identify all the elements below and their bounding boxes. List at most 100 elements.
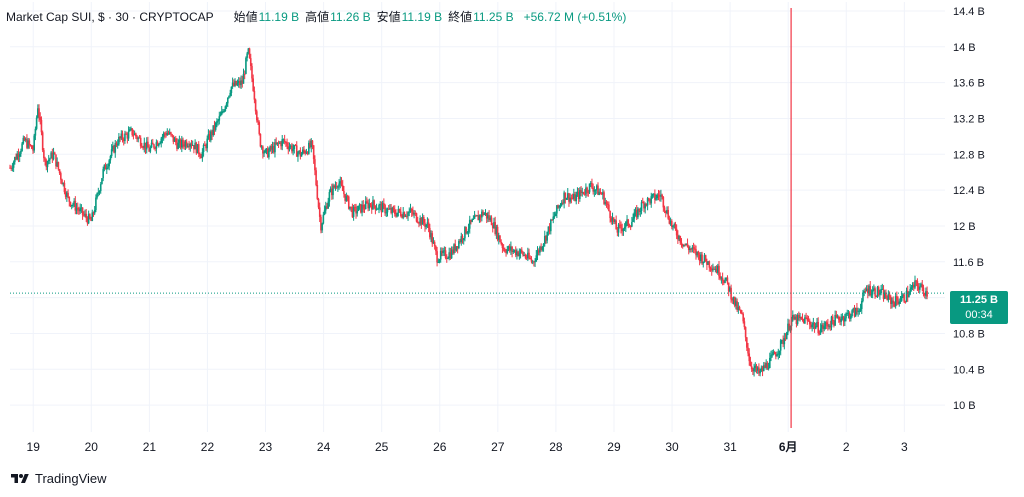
candle-body — [223, 111, 225, 113]
candle-body — [79, 208, 81, 212]
candle-body — [870, 294, 873, 296]
candle-body — [149, 147, 152, 152]
candle-body — [514, 249, 517, 256]
y-tick-label: 14.4 B — [953, 6, 985, 18]
candle-body — [386, 208, 389, 213]
candle-body — [418, 222, 420, 224]
candle-body — [742, 313, 744, 322]
candle-body — [441, 250, 443, 254]
candle-body — [490, 217, 493, 226]
candle-body — [242, 73, 245, 84]
candle-body — [750, 366, 753, 370]
candle-body — [612, 217, 615, 222]
candle-body — [482, 211, 484, 215]
candle-body — [909, 289, 911, 295]
candle-body — [263, 152, 265, 154]
candle-body — [876, 287, 879, 297]
candle-body — [121, 133, 124, 140]
candle-body — [631, 221, 633, 227]
candle-body — [700, 254, 702, 261]
candle-body — [473, 215, 476, 219]
candle-body — [712, 268, 714, 271]
candle-body — [69, 201, 72, 207]
candle-body — [55, 154, 57, 167]
candle-body — [327, 201, 330, 209]
candle-body — [782, 339, 784, 345]
candle-body — [396, 212, 398, 217]
candle-body — [421, 217, 424, 225]
chart-legend: Market Cap SUI, $ · 30 · CRYPTOCAP 始値 11.… — [6, 8, 626, 25]
candle-body — [817, 321, 820, 334]
candle-body — [143, 142, 146, 148]
candle-body — [74, 200, 77, 211]
candle-body — [467, 228, 470, 232]
candle-body — [464, 226, 466, 239]
candle-body — [842, 316, 845, 322]
candle-body — [385, 212, 388, 214]
candle-body — [611, 217, 614, 222]
candle-body — [687, 246, 690, 251]
candle-body — [217, 120, 219, 122]
x-tick-label: 19 — [27, 440, 41, 454]
candle-body — [245, 57, 247, 74]
candle-body — [252, 78, 254, 91]
candle-body — [349, 206, 351, 209]
candle-body — [553, 215, 556, 217]
candle-body — [819, 328, 822, 334]
candle-body — [919, 286, 921, 290]
x-tick-label: 27 — [491, 440, 505, 454]
candle-body — [429, 227, 431, 238]
candle-body — [21, 143, 23, 151]
candle-body — [115, 143, 118, 146]
candle-body — [683, 244, 685, 247]
candle-body — [837, 316, 840, 320]
candle-body — [171, 134, 173, 136]
candle-body — [161, 136, 164, 139]
candle-body — [720, 277, 723, 279]
candle-body — [416, 221, 419, 223]
candle-body — [236, 83, 239, 86]
candle-body — [436, 251, 438, 263]
candle-body — [28, 140, 31, 145]
candle-body — [724, 279, 726, 283]
candle-body — [249, 58, 252, 67]
candle-body — [228, 95, 230, 98]
candle-body — [691, 247, 694, 250]
candle-body — [311, 140, 314, 146]
time-axis[interactable]: 19 20 21 22 23 24 25 26 27 28 29 30 31 6月 2 3 — [27, 440, 908, 454]
candle-body — [332, 185, 334, 196]
candle-body — [671, 220, 673, 227]
candle-body — [565, 198, 568, 200]
candle-body — [704, 255, 707, 262]
candle-body — [174, 138, 177, 143]
candle-body — [37, 108, 39, 118]
candle-body — [89, 214, 91, 219]
tradingview-brand[interactable]: TradingView — [10, 471, 107, 486]
candle-body — [182, 139, 184, 145]
candle-body — [485, 212, 488, 219]
candle-body — [830, 316, 833, 328]
y-tick-label: 12.4 B — [953, 185, 985, 197]
candle-body — [603, 192, 605, 204]
candle-body — [444, 250, 447, 258]
y-tick-label: 10.4 B — [953, 364, 985, 376]
candle-body — [453, 244, 455, 254]
candle-body — [454, 244, 457, 251]
candle-body — [391, 207, 394, 213]
candle-body — [516, 251, 518, 256]
candle-body — [352, 206, 355, 217]
candle-body — [205, 145, 207, 149]
candle-body — [23, 137, 26, 141]
price-axis[interactable]: 14.4 B 14 B 13.6 B 13.2 B 12.8 B 12.4 B 12 B 11… — [953, 6, 985, 412]
candle-body — [377, 208, 379, 210]
candle-body — [566, 193, 569, 199]
candle-body — [834, 314, 836, 326]
candle-body — [408, 211, 411, 213]
candle-body — [679, 236, 682, 243]
candle-body — [674, 224, 677, 229]
symbol-title[interactable]: Market Cap SUI, $ · 30 · CRYPTOCAP — [6, 10, 214, 24]
candle-body — [219, 114, 222, 117]
candle-body — [354, 206, 356, 208]
candle-body — [719, 276, 722, 279]
